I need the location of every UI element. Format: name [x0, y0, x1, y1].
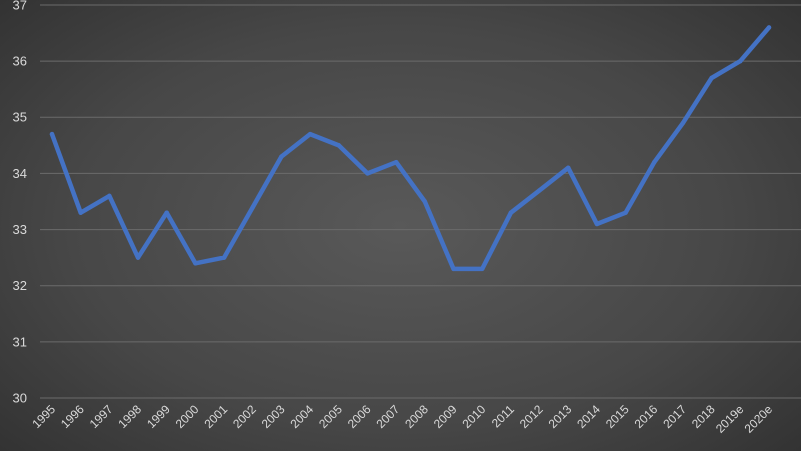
data-point-2014: [594, 221, 600, 227]
data-point-2004: [307, 131, 313, 137]
y-tick-label-33: 33: [13, 222, 27, 237]
x-tick-label-2017: 2017: [660, 402, 689, 431]
x-tick-label-2008: 2008: [402, 402, 431, 431]
x-tick-label-1997: 1997: [87, 402, 116, 431]
data-point-1995: [49, 131, 55, 137]
y-tick-label-36: 36: [13, 54, 27, 69]
series-line-0: [49, 25, 772, 272]
data-point-2005: [336, 143, 341, 148]
data-point-2017: [680, 120, 686, 126]
x-tick-label-2003: 2003: [259, 402, 288, 431]
x-tick-label-2015: 2015: [603, 402, 632, 431]
x-tick-label-1998: 1998: [115, 402, 144, 431]
data-point-1998: [135, 255, 141, 260]
data-point-2019e: [738, 58, 743, 64]
x-tick-label-1995: 1995: [29, 402, 58, 431]
data-point-1999: [164, 210, 169, 215]
x-tick-label-2000: 2000: [173, 402, 202, 431]
x-tick-label-2020e: 2020e: [742, 402, 776, 436]
y-tick-label-31: 31: [13, 334, 27, 349]
data-point-2009: [451, 266, 456, 272]
x-tick-label-2009: 2009: [431, 402, 460, 431]
data-point-2011: [508, 210, 514, 215]
x-tick-label-2011: 2011: [489, 402, 517, 430]
data-point-2006: [365, 171, 370, 176]
data-point-2015: [623, 210, 628, 215]
y-tick-label-34: 34: [13, 166, 27, 181]
data-point-2016: [652, 160, 657, 165]
gridlines: [40, 4, 801, 399]
data-point-2013: [566, 165, 571, 171]
x-tick-label-2014: 2014: [574, 402, 603, 431]
x-tick-label-2004: 2004: [287, 402, 316, 431]
y-tick-label-30: 30: [13, 390, 27, 405]
y-tick-label-32: 32: [13, 278, 27, 293]
x-tick-label-1996: 1996: [58, 402, 87, 431]
x-tick-label-2006: 2006: [345, 402, 374, 431]
y-tick-label-37: 37: [13, 0, 27, 12]
x-tick-label-1999: 1999: [144, 402, 173, 431]
data-point-2001: [221, 255, 227, 260]
data-point-2018: [709, 75, 714, 81]
data-point-2003: [279, 154, 284, 159]
x-tick-label-2001: 2001: [201, 402, 230, 431]
x-tick-label-2013: 2013: [546, 402, 575, 431]
x-tick-label-2002: 2002: [230, 402, 259, 431]
y-axis-tick-labels: 30 31 32 33 34 35 36 37: [13, 0, 27, 405]
series-group: [49, 25, 772, 272]
x-tick-label-2010: 2010: [460, 402, 489, 431]
x-tick-label-2005: 2005: [316, 402, 345, 431]
x-tick-label-2012: 2012: [517, 402, 546, 431]
data-point-2007: [393, 160, 399, 165]
data-point-2010: [480, 266, 485, 272]
data-point-2000: [193, 261, 198, 266]
data-point-1996: [78, 210, 83, 215]
x-tick-label-2019e: 2019e: [713, 402, 747, 436]
data-point-1997: [107, 193, 112, 199]
data-point-2008: [422, 199, 428, 204]
x-tick-label-2016: 2016: [632, 402, 661, 431]
y-tick-label-35: 35: [13, 110, 27, 125]
data-point-2002: [250, 204, 255, 210]
data-point-2020e: [766, 25, 772, 30]
data-point-2012: [537, 188, 542, 193]
x-tick-label-2007: 2007: [373, 402, 402, 431]
x-axis-tick-labels: 1995 1996 1997 1998 1999 2000 2001 2002 2003 2004…: [29, 402, 775, 436]
